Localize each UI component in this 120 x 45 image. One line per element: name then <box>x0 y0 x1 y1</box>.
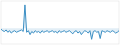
marks <box>1 5 119 39</box>
area-fill <box>1 5 119 39</box>
plot-frame <box>1 1 119 44</box>
line <box>1 5 119 39</box>
plot-area <box>1 1 119 44</box>
chart-svg <box>0 0 120 45</box>
